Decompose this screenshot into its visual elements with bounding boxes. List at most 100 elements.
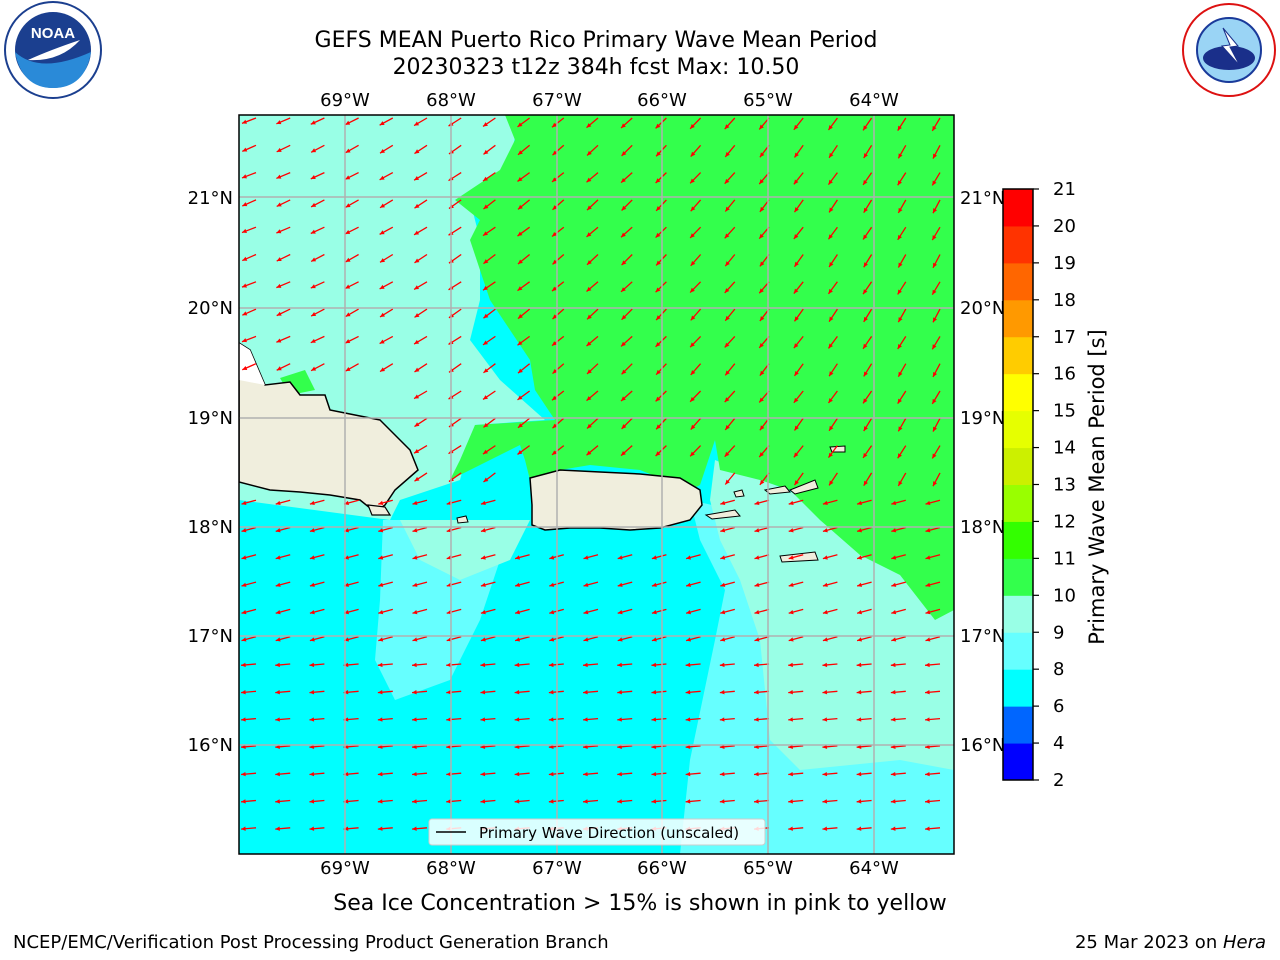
colorbar-tick-label: 2 <box>1053 770 1064 791</box>
wave-arrow-head <box>686 582 692 587</box>
wave-arrow-head <box>480 582 486 587</box>
wave-arrow-head <box>517 177 523 182</box>
wave-arrow-head <box>788 662 793 668</box>
wave-arrow-head <box>891 528 897 533</box>
hispaniola-land <box>239 342 419 513</box>
wave-arrow-head <box>828 343 833 349</box>
wave-arrow-head <box>890 717 896 722</box>
wave-arrow-head <box>857 528 863 533</box>
wave-arrow-head <box>656 369 661 375</box>
wave-arrow-head <box>483 313 489 319</box>
wave-arrow-head <box>378 610 384 615</box>
wave-arrow-head <box>241 283 247 288</box>
wave-arrow-head <box>311 148 317 153</box>
wave-arrow-head <box>345 284 351 289</box>
wave-arrow-head <box>276 147 282 152</box>
wave-arrow-head <box>863 289 868 295</box>
wave-arrow-head <box>685 662 691 668</box>
wave-arrow-head <box>932 208 938 214</box>
wave-arrow-head <box>822 582 828 587</box>
wave-arrow-head <box>897 344 902 350</box>
wave-arrow-head <box>725 152 730 157</box>
wave-arrow-head <box>793 124 799 130</box>
wave-arrow-head <box>863 207 868 213</box>
colorbar-bin <box>1003 262 1033 301</box>
wave-arrow-head <box>863 125 868 131</box>
wave-arrow-head <box>414 176 420 181</box>
wave-arrow-head <box>483 368 489 373</box>
map-frame <box>238 114 955 855</box>
wave-arrow-head <box>759 179 764 185</box>
wave-arrow-head <box>483 285 488 291</box>
wave-arrow-head <box>380 258 385 263</box>
wave-arrow-head <box>788 555 794 560</box>
wave-arrow-head <box>583 662 588 668</box>
wave-arrow-head <box>551 286 557 292</box>
wave-arrow-head <box>275 637 281 642</box>
wave-arrow-head <box>586 123 592 128</box>
wave-arrow-head <box>897 234 902 240</box>
legend-label: Primary Wave Direction (unscaled) <box>479 824 739 842</box>
wave-arrow-head <box>793 397 799 403</box>
wave-arrow-head <box>656 424 661 430</box>
wave-arrow-head <box>583 799 588 804</box>
wave-arrow-head <box>412 582 418 587</box>
wave-arrow-head <box>276 366 282 371</box>
wave-arrow-head <box>412 826 417 831</box>
wave-arrow-head <box>617 662 622 668</box>
wave-arrow-head <box>890 826 896 831</box>
wave-arrow-head <box>759 124 764 130</box>
wave-arrow-head <box>863 179 868 185</box>
wave-arrow-head <box>480 799 486 804</box>
wave-arrow-head <box>345 339 351 344</box>
wave-arrow-head <box>719 799 725 804</box>
wave-arrow-head <box>686 637 692 642</box>
wave-arrow-head <box>241 500 247 506</box>
wave-arrow-head <box>309 610 315 615</box>
wave-arrow-head <box>754 799 759 804</box>
colorbar-tick-label: 9 <box>1053 622 1064 643</box>
colorbar-tick-label: 6 <box>1053 696 1064 717</box>
wave-arrow-head <box>412 690 417 695</box>
wave-arrow-head <box>414 449 420 454</box>
wave-arrow-head <box>925 528 931 533</box>
wave-arrow-head <box>480 771 486 777</box>
colorbar-tick-label: 18 <box>1053 290 1076 311</box>
wave-arrow-head <box>483 176 488 182</box>
wave-arrow-head <box>483 449 488 455</box>
wave-arrow-head <box>412 799 417 804</box>
wave-arrow-head <box>759 206 765 212</box>
wave-arrow-head <box>822 690 828 695</box>
wave-arrow-head <box>890 799 896 804</box>
wave-arrow-head <box>655 342 661 347</box>
wave-arrow-head <box>275 771 280 777</box>
nws-logo-icon <box>1182 3 1276 97</box>
wave-arrow-head <box>690 287 695 293</box>
wave-arrow-head <box>898 480 903 486</box>
wave-arrow-head <box>275 799 280 804</box>
lon-label-top: 66°W <box>637 90 687 111</box>
wave-arrow-head <box>788 717 793 722</box>
wave-arrow-head <box>345 203 351 208</box>
wave-arrow-head <box>759 397 764 403</box>
wave-arrow-head <box>583 690 588 695</box>
wave-arrow-head <box>446 690 451 695</box>
wave-arrow-head <box>617 690 622 695</box>
wave-arrow-head <box>377 662 383 668</box>
wave-arrow-head <box>621 369 627 375</box>
wave-arrow-head <box>480 610 486 615</box>
wave-arrow-head <box>551 177 557 182</box>
lon-label-bottom: 67°W <box>532 858 582 879</box>
wave-arrow-head <box>828 288 833 294</box>
wave-arrow-head <box>857 500 863 506</box>
wave-arrow-head <box>925 799 930 804</box>
wave-arrow-head <box>754 637 760 642</box>
wave-arrow-head <box>548 799 554 804</box>
wave-arrow-head <box>311 257 317 262</box>
wave-arrow-head <box>548 717 554 722</box>
wave-arrow-head <box>793 288 799 294</box>
wave-arrow-head <box>754 771 759 777</box>
wave-arrow-head <box>651 637 657 642</box>
colorbar-bin <box>1003 669 1033 707</box>
